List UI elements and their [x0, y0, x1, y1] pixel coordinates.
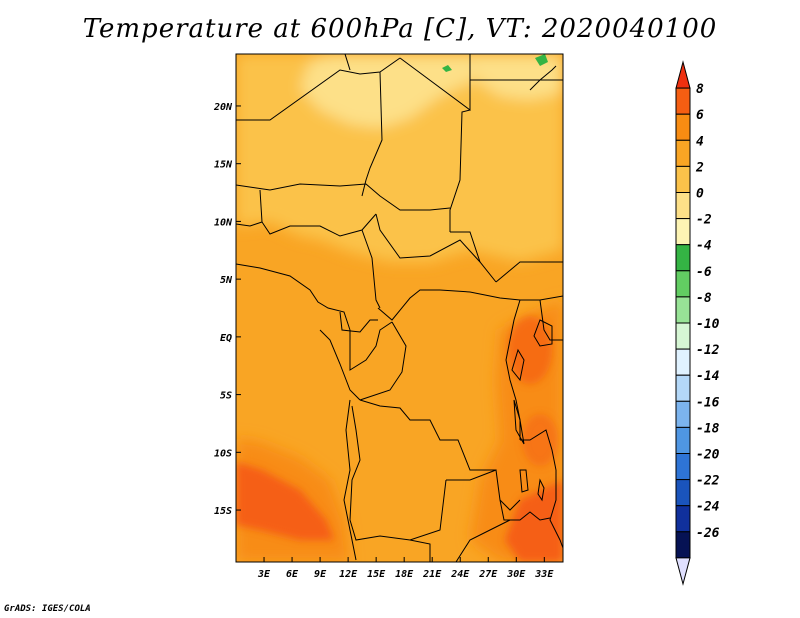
lon-tick-label: 15E: [367, 569, 386, 580]
colorbar-bottom-arrow: [675, 557, 691, 586]
lon-tick-label: 21E: [422, 569, 442, 580]
colorbar-swatch: [675, 165, 691, 193]
field-6-to-8-southeast: [505, 480, 563, 562]
lon-tick-label: 6E: [286, 569, 299, 580]
lat-tick-label: 20N: [213, 102, 233, 113]
colorbar-top-arrow: [675, 60, 691, 89]
colorbar-swatch: [675, 270, 691, 298]
lat-tick-label: 10S: [214, 448, 232, 459]
colorbar-label: 4: [696, 134, 704, 149]
colorbar-swatch: [675, 426, 691, 454]
colorbar-label: -16: [696, 395, 720, 410]
colorbar-label: 0: [696, 187, 704, 202]
lon-tick-label: 18E: [395, 569, 414, 580]
colorbar-label: -10: [696, 317, 720, 332]
colorbar-swatch: [675, 453, 691, 481]
lon-tick-label: 9E: [314, 569, 327, 580]
lat-tick-label: 15S: [214, 506, 232, 517]
lat-tick-label: 5N: [220, 275, 233, 286]
lon-tick-label: 24E: [450, 569, 470, 580]
lat-tick-label: 10N: [214, 217, 233, 228]
lon-tick-label: 12E: [339, 569, 358, 580]
colorbar-swatch: [675, 479, 691, 507]
temperature-field: [236, 54, 563, 562]
colorbar-swatch: [675, 113, 691, 141]
field-4-6-patch: [522, 414, 558, 466]
lon-tick-label: 30E: [506, 569, 526, 580]
colorbar-swatch: [675, 87, 691, 115]
colorbar-swatch: [675, 531, 691, 559]
longitude-axis: 3E 6E 9E 12E 15E 18E 21E 24E 27E 30E 33E: [257, 557, 554, 580]
colorbar-swatch: [675, 400, 691, 428]
colorbar-label: 6: [696, 108, 704, 123]
colorbar-swatch: [675, 139, 691, 167]
colorbar-label: 2: [695, 160, 704, 175]
colorbar-label: -4: [696, 239, 712, 254]
lon-tick-label: 33E: [534, 569, 554, 580]
colorbar-label: -8: [696, 291, 712, 306]
colorbar-swatch: [675, 296, 691, 324]
country-borders: [236, 54, 563, 562]
credit-text: GrADS: IGES/COLA: [4, 604, 91, 614]
colorbar-label: -24: [696, 500, 720, 515]
colorbar-swatch: [675, 218, 691, 246]
field-4-6-highlands: [508, 316, 552, 384]
colorbar-label: -14: [696, 369, 720, 384]
lon-tick-label: 3E: [257, 569, 271, 580]
colorbar-label: -12: [696, 343, 720, 358]
colorbar-label: -2: [696, 213, 712, 228]
colorbar-swatch: [675, 244, 691, 272]
lat-tick-label: 15N: [214, 160, 233, 171]
field-6-to-8-southwest: [236, 462, 334, 540]
field-4-to-6-west-strip: [236, 110, 280, 190]
colorbar-swatch: [675, 348, 691, 376]
colorbar-label: -6: [696, 265, 712, 280]
colorbar-label: -20: [696, 448, 720, 463]
green-patch-north: [442, 65, 452, 72]
colorbar-swatch: [675, 192, 691, 220]
lat-tick-label: 5S: [220, 391, 232, 402]
colorbar-swatch: [675, 505, 691, 533]
green-patch-northeast: [535, 54, 548, 66]
chart-title: Temperature at 600hPa [C], VT: 202004010…: [82, 14, 718, 44]
lon-tick-label: 27E: [478, 569, 498, 580]
colorbar-label: 8: [696, 82, 704, 97]
colorbar-label: -26: [696, 526, 720, 541]
colorbar-label: -18: [696, 421, 720, 436]
lat-tick-label: EQ: [220, 333, 232, 344]
colorbar: 8 6 4 2 0 -2 -4 -6 -8 -10 -12 -14 -16 -18 -20 -22 -24 -26: [675, 60, 720, 586]
field-neg2-to-0-north: [300, 54, 474, 128]
colorbar-swatch: [675, 374, 691, 402]
colorbar-label: -22: [696, 474, 720, 489]
latitude-axis: 20N 15N 10N 5N EQ 5S 10S 15S: [213, 102, 241, 517]
plot-frame: [235, 53, 564, 563]
colorbar-swatch: [675, 322, 691, 350]
